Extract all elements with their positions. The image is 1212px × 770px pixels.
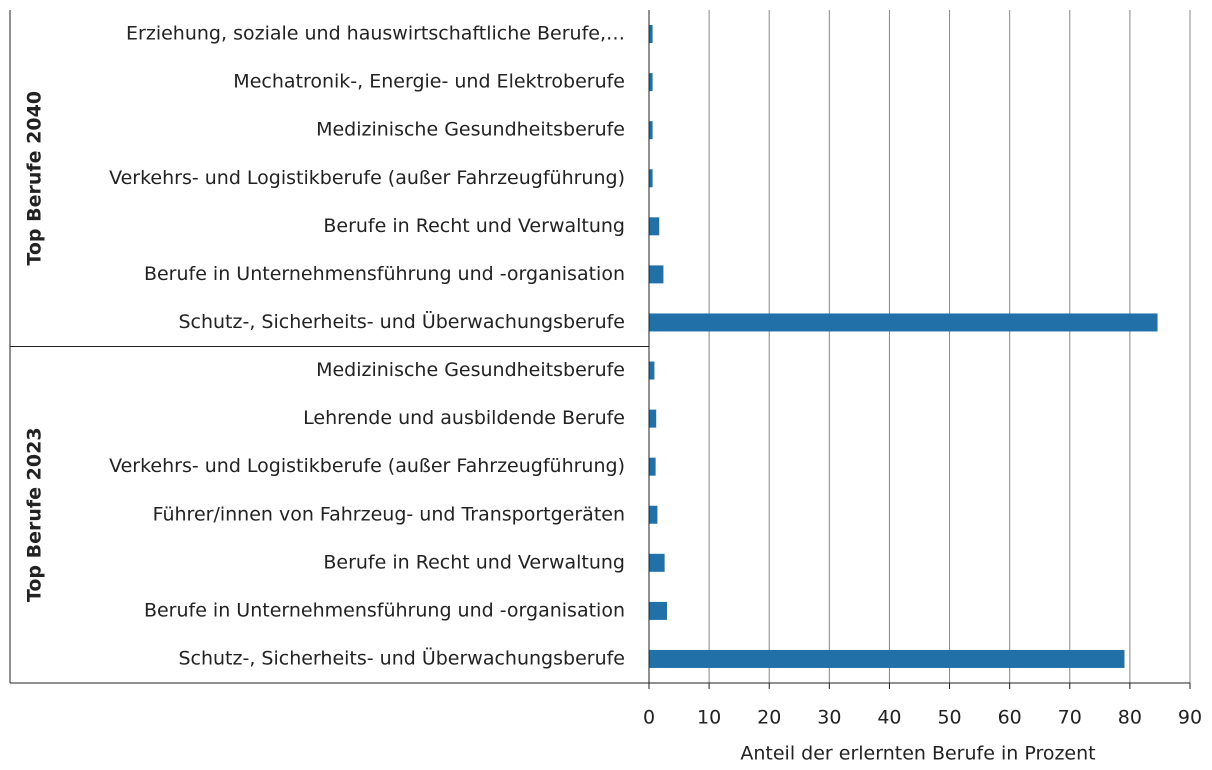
y-tick-label: Medizinische Gesundheitsberufe bbox=[316, 359, 625, 381]
group-label: Top Berufe 2040 bbox=[24, 91, 46, 266]
bar bbox=[649, 361, 655, 380]
y-tick-label: Verkehrs- und Logistikberufe (außer Fahr… bbox=[109, 455, 625, 477]
x-tick-label: 90 bbox=[1178, 707, 1202, 729]
group-label: Top Berufe 2023 bbox=[24, 427, 46, 602]
bar bbox=[649, 457, 656, 476]
bar bbox=[649, 25, 653, 44]
bar bbox=[649, 505, 658, 524]
y-tick-label: Führer/innen von Fahrzeug- und Transport… bbox=[153, 503, 625, 525]
y-tick-label: Erziehung, soziale und hauswirtschaftlic… bbox=[126, 23, 625, 45]
x-tick-label: 0 bbox=[643, 707, 655, 729]
y-tick-label: Berufe in Recht und Verwaltung bbox=[323, 215, 625, 237]
y-tick-label: Berufe in Recht und Verwaltung bbox=[323, 551, 625, 573]
x-tick-label: 30 bbox=[817, 707, 841, 729]
x-tick-label: 70 bbox=[1058, 707, 1082, 729]
y-tick-label: Berufe in Unternehmensführung und -organ… bbox=[144, 263, 625, 285]
y-tick-label: Verkehrs- und Logistikberufe (außer Fahr… bbox=[109, 167, 625, 189]
bar bbox=[649, 265, 664, 284]
x-tick-label: 40 bbox=[877, 707, 901, 729]
x-tick-label: 80 bbox=[1118, 707, 1142, 729]
bar bbox=[649, 313, 1158, 332]
x-tick-label: 10 bbox=[697, 707, 721, 729]
bar bbox=[649, 601, 668, 620]
y-tick-label: Schutz-, Sicherheits- und Überwachungsbe… bbox=[178, 646, 625, 669]
x-axis-label: Anteil der erlernten Berufe in Prozent bbox=[740, 743, 1095, 765]
bar bbox=[649, 409, 657, 428]
y-tick-label: Berufe in Unternehmensführung und -organ… bbox=[144, 599, 625, 621]
bar bbox=[649, 553, 665, 572]
bar bbox=[649, 121, 653, 140]
x-tick-label: 50 bbox=[937, 707, 961, 729]
bar bbox=[649, 217, 660, 236]
y-tick-label: Medizinische Gesundheitsberufe bbox=[316, 119, 625, 141]
y-tick-label: Mechatronik-, Energie- und Elektroberufe bbox=[233, 71, 625, 93]
x-tick-label: 60 bbox=[998, 707, 1022, 729]
bar bbox=[649, 649, 1125, 668]
bar bbox=[649, 73, 653, 92]
y-tick-label: Schutz-, Sicherheits- und Überwachungsbe… bbox=[178, 310, 625, 333]
bar bbox=[649, 169, 653, 188]
y-tick-label: Lehrende und ausbildende Berufe bbox=[303, 407, 625, 429]
x-tick-label: 20 bbox=[757, 707, 781, 729]
